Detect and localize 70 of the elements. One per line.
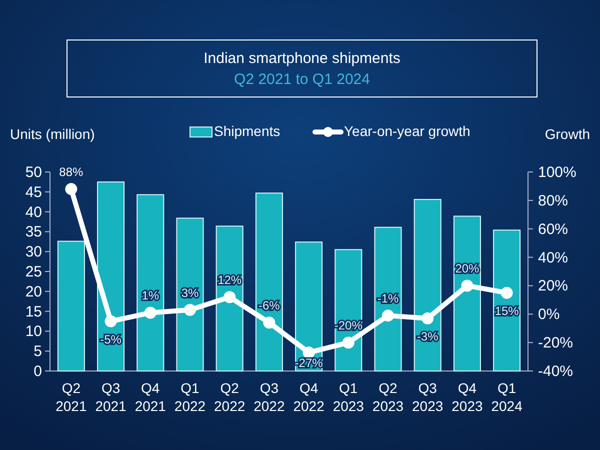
x-tick-label: Q4 2022 [293, 380, 325, 414]
data-label: 88% [59, 165, 84, 180]
x-tick-label: Q2 2022 [214, 380, 246, 414]
x-tick-label: Q1 2024 [491, 380, 523, 414]
point [461, 280, 474, 292]
y-tick-label: 30 [25, 244, 42, 261]
y-tick-label: 5 [34, 343, 42, 360]
y2-tick-label: 40% [538, 249, 568, 266]
point [263, 316, 276, 329]
data-label: 3% [181, 286, 199, 300]
data-label: 12% [218, 273, 242, 288]
chart-title: Indian smartphone shipments [204, 50, 400, 67]
x-tick-label: Q1 2022 [174, 380, 206, 414]
y2-tick-label: 0% [538, 306, 560, 324]
point [104, 315, 117, 328]
data-label: 1% [142, 288, 160, 303]
y2-tick-label: -40% [538, 363, 574, 380]
bar [216, 226, 244, 372]
point [422, 312, 434, 324]
y2-tick-label: 80% [538, 192, 568, 210]
y2-tick-label: 20% [538, 278, 568, 295]
bar [97, 181, 125, 372]
legend-label: Shipments [214, 123, 280, 139]
point [184, 304, 196, 316]
x-tick-label: Q4 2023 [452, 380, 483, 414]
x-tick-label: Q4 2021 [134, 380, 166, 414]
y-tick-label: 40 [25, 204, 42, 221]
bar [374, 226, 402, 372]
y2-tick-label: -20% [538, 334, 574, 352]
bar [57, 240, 85, 372]
point [382, 310, 394, 322]
x-tick-label: Q2 2021 [56, 380, 87, 414]
y-tick-label: 50 [25, 164, 42, 181]
bar [176, 218, 204, 372]
data-label: 20% [455, 262, 480, 276]
y-tick-label: 15 [25, 303, 42, 320]
point [500, 286, 513, 299]
bar [493, 230, 521, 372]
y-tick-label: 45 [25, 184, 42, 201]
point [342, 336, 354, 349]
x-tick-label: Q2 2023 [372, 380, 404, 414]
y-tick-label: 25 [25, 264, 42, 280]
x-tick-label: Q1 2023 [332, 380, 364, 414]
x-tick-label: Q3 2021 [95, 380, 127, 414]
bar [414, 198, 442, 372]
point [65, 183, 78, 196]
y-tick-label: 20 [25, 283, 42, 300]
bar [136, 194, 164, 372]
point [224, 291, 236, 304]
data-label: -6% [258, 298, 280, 313]
point [144, 306, 156, 319]
y-tick-label: 35 [25, 224, 42, 241]
data-label: -3% [416, 329, 439, 344]
y2-tick-label: 60% [538, 220, 568, 238]
bar [295, 242, 323, 372]
y-tick-label: 10 [25, 323, 42, 340]
data-label: -5% [100, 332, 122, 346]
y2-axis-title: Growth [544, 126, 590, 142]
y-tick-label: 0 [34, 363, 42, 380]
legend-label: Year-on-year growth [344, 123, 470, 139]
chart-subtitle: Q2 2021 to Q1 2024 [234, 71, 370, 88]
bar [255, 192, 283, 372]
data-label: -1% [377, 292, 400, 306]
data-label: 15% [494, 304, 520, 318]
bar [453, 216, 481, 372]
x-tick-label: Q3 2023 [412, 380, 444, 414]
y2-tick-label: 100% [538, 164, 576, 181]
point [302, 346, 315, 359]
y-axis-title: Units (million) [10, 126, 95, 142]
x-tick-label: Q3 2022 [254, 380, 285, 414]
